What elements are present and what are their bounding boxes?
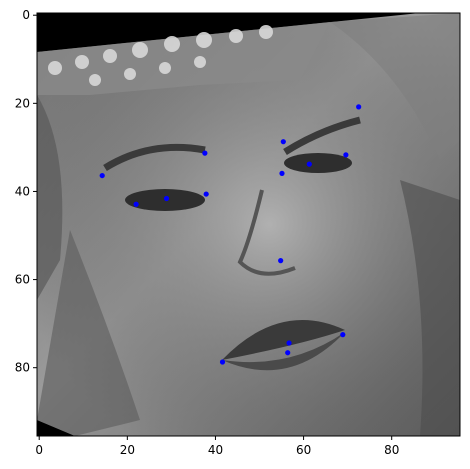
keypoint-12 bbox=[340, 332, 346, 338]
keypoint-4 bbox=[202, 150, 208, 156]
keypoint-2 bbox=[280, 139, 286, 145]
keypoint-11 bbox=[278, 258, 284, 264]
axes-frame bbox=[36, 12, 461, 437]
face-photo bbox=[37, 13, 460, 436]
x-tick-label: 0 bbox=[35, 443, 43, 457]
keypoint-13 bbox=[286, 340, 292, 346]
image-panel bbox=[37, 13, 460, 436]
keypoint-9 bbox=[163, 195, 170, 202]
keypoint-5 bbox=[306, 161, 312, 167]
x-axis: 0 20 40 60 80 bbox=[35, 436, 399, 457]
keypoint-15 bbox=[219, 359, 226, 365]
keypoint-6 bbox=[279, 170, 285, 176]
keypoint-1 bbox=[356, 104, 362, 110]
x-tick-label: 60 bbox=[296, 443, 311, 457]
x-tick-label: 20 bbox=[120, 443, 135, 457]
x-tick-label: 40 bbox=[208, 443, 223, 457]
keypoints-layer bbox=[99, 104, 362, 365]
keypoint-3 bbox=[343, 152, 349, 158]
keypoint-8 bbox=[203, 191, 209, 197]
y-axis: 0 20 40 60 80 bbox=[15, 8, 37, 375]
y-tick-label: 0 bbox=[22, 8, 30, 22]
y-tick-label: 60 bbox=[15, 273, 30, 287]
keypoint-14 bbox=[285, 350, 291, 356]
y-tick-label: 20 bbox=[15, 96, 30, 110]
y-tick-label: 40 bbox=[15, 184, 30, 198]
x-tick-label: 80 bbox=[384, 443, 399, 457]
keypoint-7 bbox=[99, 172, 105, 179]
y-tick-label: 80 bbox=[15, 361, 30, 375]
keypoint-10 bbox=[133, 201, 139, 207]
